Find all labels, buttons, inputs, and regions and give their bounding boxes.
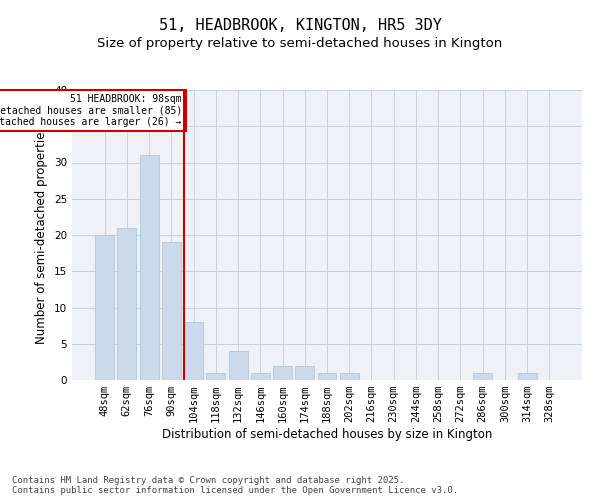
Bar [251, 373, 270, 380]
Y-axis label: Number of semi-detached properties: Number of semi-detached properties [35, 126, 49, 344]
Bar [473, 373, 492, 380]
Bar [162, 242, 181, 380]
Bar [184, 322, 203, 380]
Text: Contains HM Land Registry data © Crown copyright and database right 2025.
Contai: Contains HM Land Registry data © Crown c… [12, 476, 458, 495]
Text: 51 HEADBROOK: 98sqm
← 76% of semi-detached houses are smaller (85)
23% of semi-d: 51 HEADBROOK: 98sqm ← 76% of semi-detach… [0, 94, 182, 127]
Bar [118, 228, 136, 380]
Bar [206, 373, 225, 380]
Bar [140, 155, 158, 380]
Bar [295, 366, 314, 380]
Text: 51, HEADBROOK, KINGTON, HR5 3DY: 51, HEADBROOK, KINGTON, HR5 3DY [158, 18, 442, 32]
Bar [317, 373, 337, 380]
Bar [518, 373, 536, 380]
Bar [340, 373, 359, 380]
X-axis label: Distribution of semi-detached houses by size in Kington: Distribution of semi-detached houses by … [162, 428, 492, 441]
Bar [95, 235, 114, 380]
Bar [229, 351, 248, 380]
Bar [273, 366, 292, 380]
Text: Size of property relative to semi-detached houses in Kington: Size of property relative to semi-detach… [97, 38, 503, 51]
